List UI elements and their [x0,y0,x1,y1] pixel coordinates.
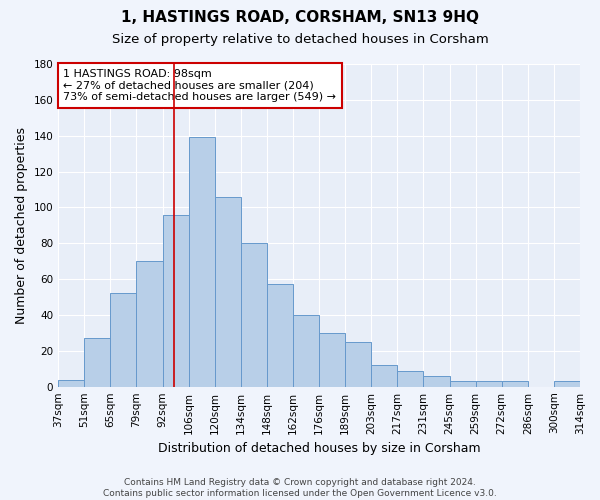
Bar [188,138,215,386]
Bar [371,365,397,386]
Text: Size of property relative to detached houses in Corsham: Size of property relative to detached ho… [112,32,488,46]
Bar [136,261,163,386]
Bar [449,382,476,386]
Bar [293,315,319,386]
Bar [110,294,136,386]
Bar [397,370,424,386]
Text: Contains HM Land Registry data © Crown copyright and database right 2024.
Contai: Contains HM Land Registry data © Crown c… [103,478,497,498]
Bar [84,338,110,386]
Bar [163,214,188,386]
Bar [502,382,528,386]
Bar [345,342,371,386]
Bar [58,380,84,386]
Bar [424,376,449,386]
Text: 1 HASTINGS ROAD: 98sqm
← 27% of detached houses are smaller (204)
73% of semi-de: 1 HASTINGS ROAD: 98sqm ← 27% of detached… [64,69,337,102]
Text: 1, HASTINGS ROAD, CORSHAM, SN13 9HQ: 1, HASTINGS ROAD, CORSHAM, SN13 9HQ [121,10,479,25]
X-axis label: Distribution of detached houses by size in Corsham: Distribution of detached houses by size … [158,442,481,455]
Bar [476,382,502,386]
Bar [215,196,241,386]
Y-axis label: Number of detached properties: Number of detached properties [15,127,28,324]
Bar [319,333,345,386]
Bar [554,382,580,386]
Bar [267,284,293,386]
Bar [241,244,267,386]
